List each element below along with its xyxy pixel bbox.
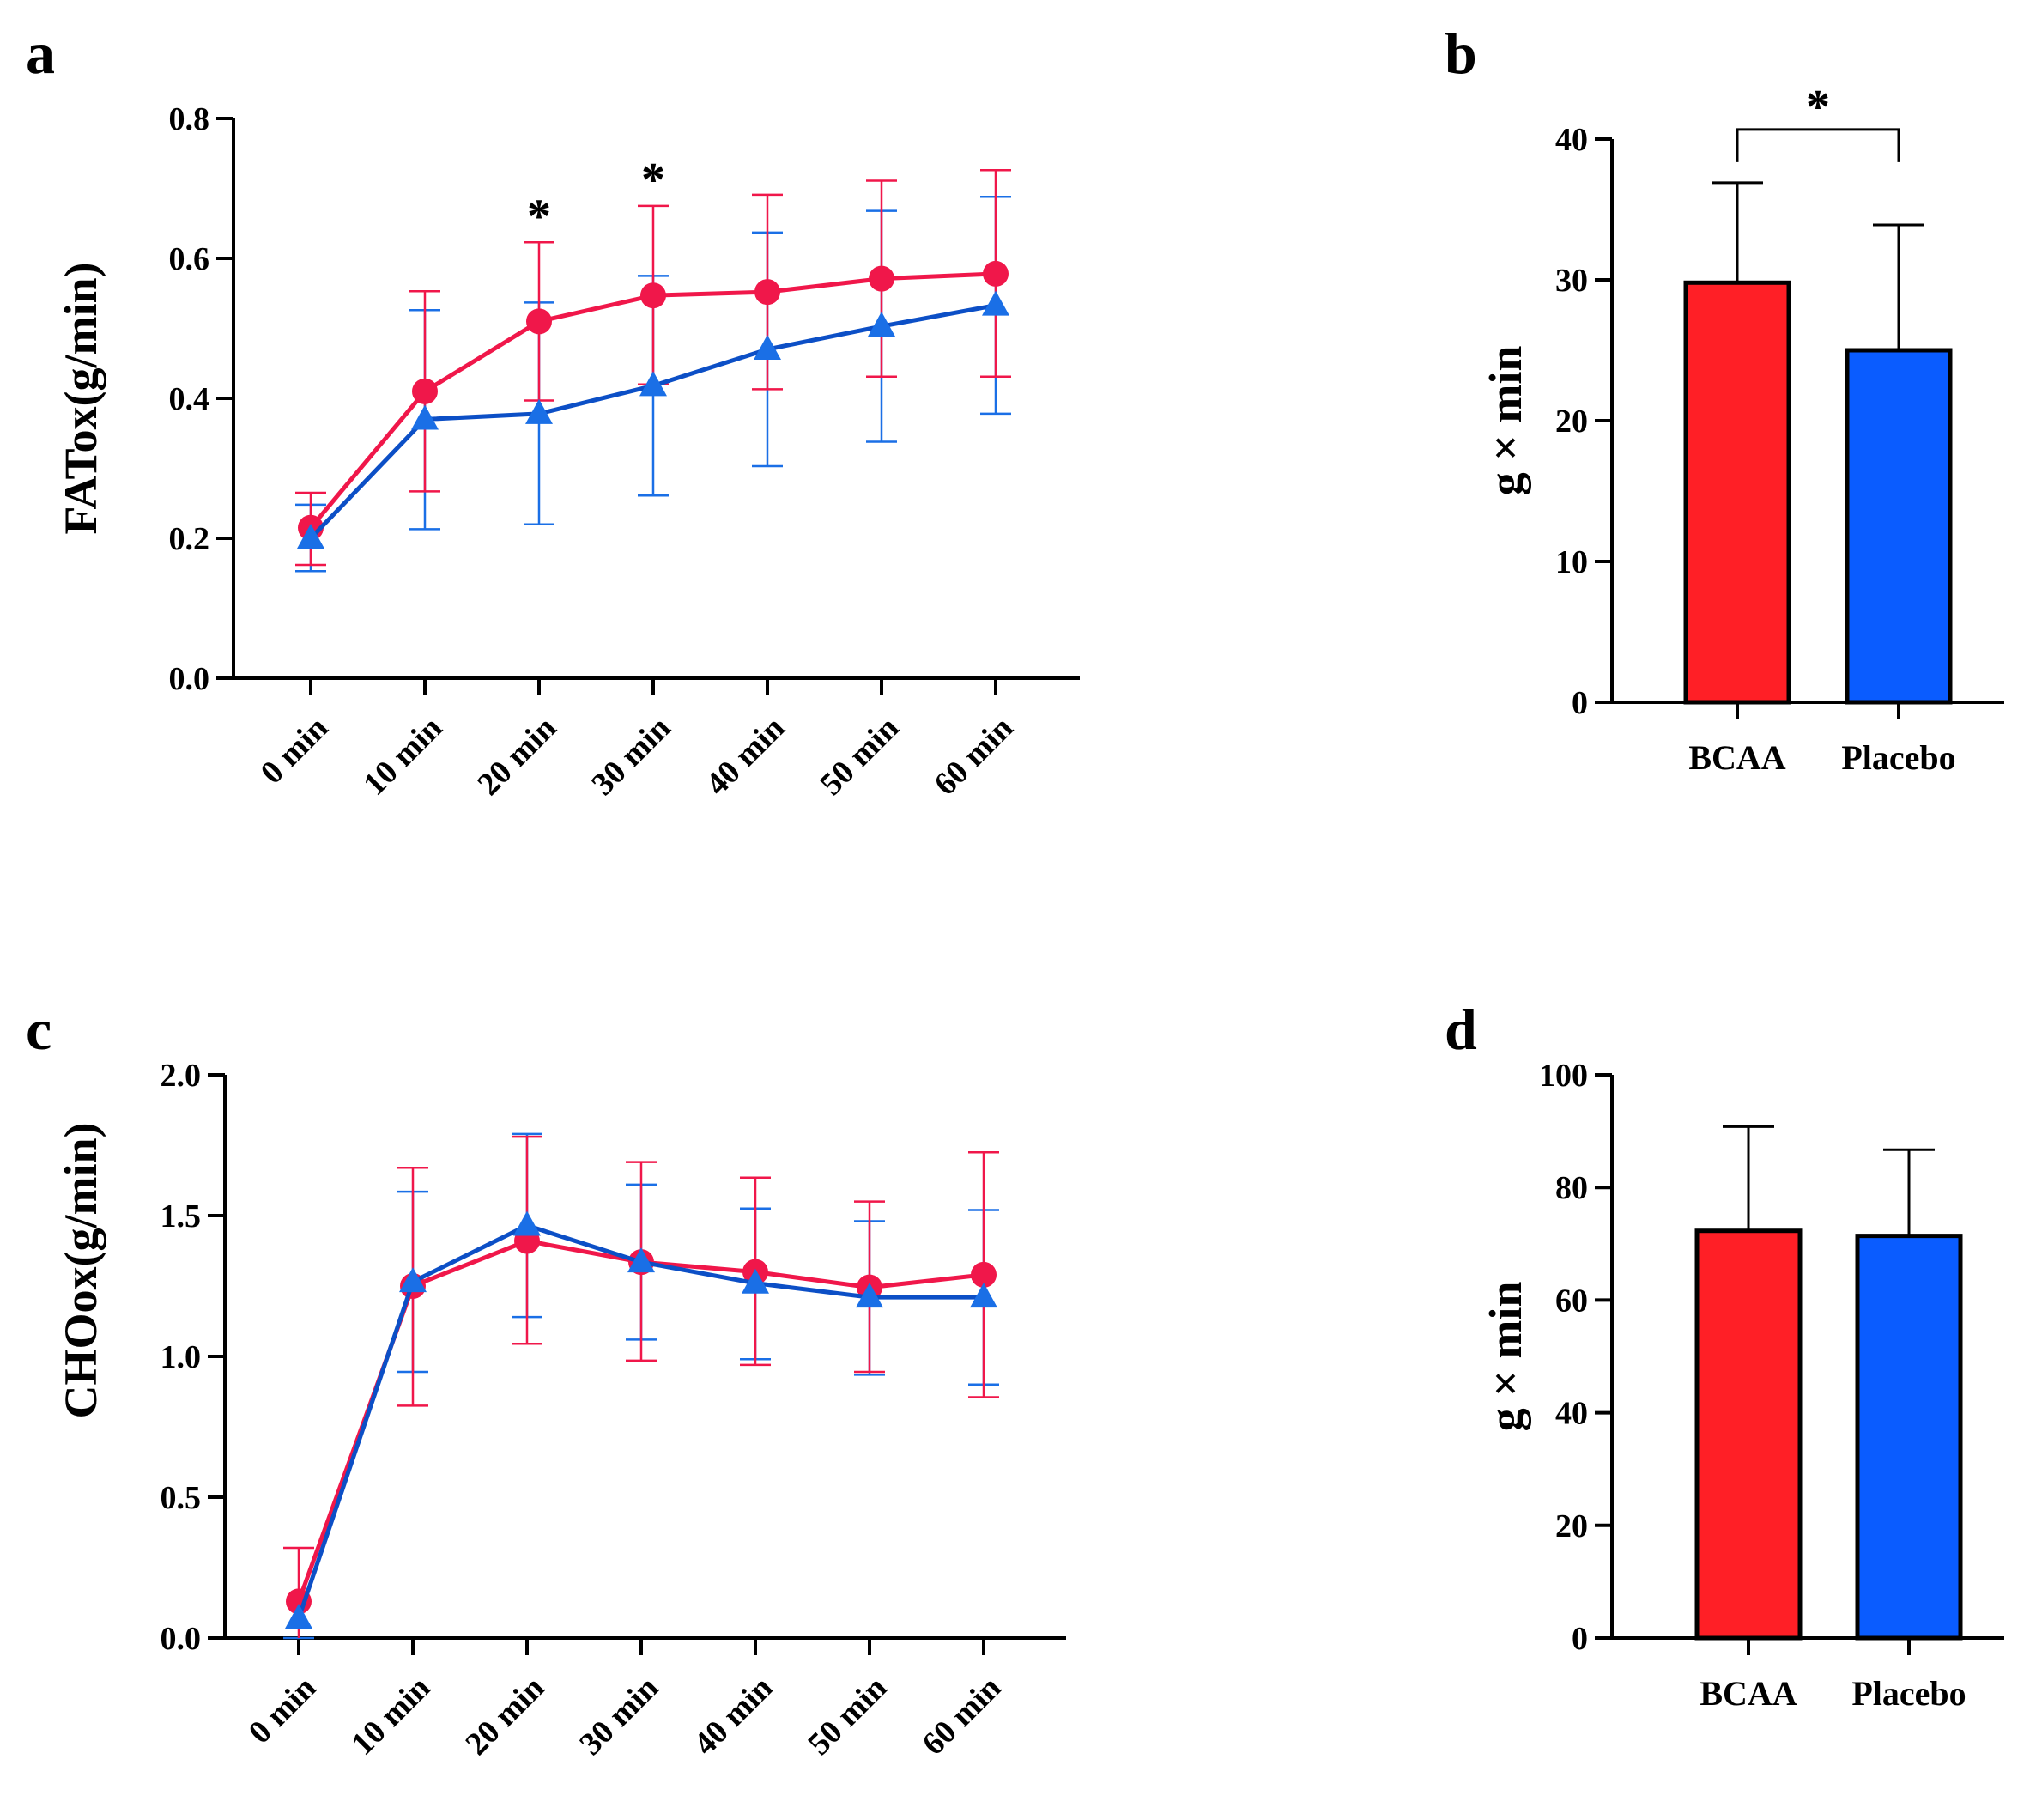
x-tick-label: 50 min [801,1670,894,1762]
data-point-bcaa [869,265,894,292]
panel-letter-d: d [1445,997,1477,1062]
x-category-label: BCAA [1688,738,1785,777]
data-point-placebo [856,1283,883,1308]
x-tick-label: 20 min [458,1670,551,1762]
y-tick-label: 0.0 [161,1621,202,1657]
y-tick-label: 0 [1572,1621,1588,1657]
significance-mark: * [527,190,551,243]
data-point-placebo [513,1210,541,1236]
data-point-placebo [411,404,439,430]
x-tick-label: 10 min [356,710,449,803]
data-point-placebo [982,290,1009,316]
y-tick-label: 0.6 [169,241,210,277]
y-axis-title: FATox(g/min) [55,262,106,534]
bar-placebo [1845,348,1953,705]
y-tick-label: 20 [1555,1508,1588,1544]
y-tick-label: 10 [1555,544,1588,580]
y-tick-label: 0 [1572,685,1588,721]
data-point-bcaa [983,260,1009,287]
cho-oxidation-line-chart: 0.0 0.5 1.0 1.5 2.0 CHOox(g/min) 0 min 10 min 20… [55,1058,1066,1762]
data-point-bcaa [412,378,438,404]
x-tick-label: 60 min [915,1670,1008,1762]
panel-letter-a: a [26,21,55,86]
y-axis-title: g × min [1480,1282,1531,1432]
y-tick-label: 20 [1555,403,1588,440]
bar-placebo [1855,1234,1963,1641]
y-tick-label: 0.0 [169,661,210,697]
y-tick-label: 0.2 [169,521,210,557]
data-point-bcaa [526,308,552,335]
fat-oxidation-auc-bar-chart: 0 10 20 30 40 g × min BCAA Placebo * [1480,81,2004,777]
data-point-placebo [970,1283,997,1308]
data-point-placebo [627,1247,655,1273]
y-tick-label: 40 [1555,1396,1588,1432]
data-point-placebo [399,1267,427,1293]
x-category-label: Placebo [1851,1674,1966,1713]
y-tick-label: 1.0 [161,1339,202,1375]
data-point-bcaa [971,1261,997,1288]
y-tick-label: 80 [1555,1170,1588,1206]
y-axis-title: CHOox(g/min) [55,1123,106,1419]
panel-letter-c: c [26,997,52,1062]
x-tick-label: 50 min [813,710,906,803]
data-point-placebo [742,1268,769,1294]
x-tick-label: 10 min [344,1670,437,1762]
y-tick-label: 40 [1555,122,1588,158]
data-point-placebo [639,371,667,397]
data-point-bcaa [754,279,780,306]
data-point-placebo [285,1604,312,1629]
y-axis-title: g × min [1480,346,1531,496]
data-point-placebo [297,524,324,549]
x-tick-label: 0 min [254,710,336,792]
y-tick-label: 1.5 [161,1198,202,1235]
y-tick-label: 100 [1539,1058,1588,1094]
data-point-placebo [754,334,781,360]
y-tick-label: 0.5 [161,1480,202,1516]
significance-mark: * [641,154,665,207]
x-category-label: Placebo [1841,738,1955,777]
x-category-label: BCAA [1700,1674,1797,1713]
x-tick-label: 40 min [699,710,791,803]
x-tick-label: 0 min [242,1670,324,1751]
panel-letter-b: b [1445,21,1477,86]
y-tick-label: 0.8 [169,101,210,137]
data-point-placebo [525,398,553,424]
x-tick-label: 30 min [585,710,677,803]
y-tick-label: 30 [1555,263,1588,299]
x-tick-label: 20 min [470,710,563,803]
cho-oxidation-auc-bar-chart: 0 20 40 60 80 100 g × min BCAA Placebo [1480,1058,2004,1713]
y-tick-label: 0.4 [169,381,210,417]
x-tick-label: 40 min [687,1670,779,1762]
x-tick-label: 30 min [573,1670,665,1762]
significance-mark: * [1806,81,1830,134]
bar-bcaa [1694,1228,1803,1641]
fat-oxidation-line-chart: 0.0 0.2 0.4 0.6 0.8 FATox(g/min) 0 min 10 min 20… [55,101,1080,803]
data-point-placebo [868,312,895,337]
significance-bracket [1736,128,1900,162]
data-point-bcaa [640,282,666,309]
x-tick-label: 60 min [927,710,1020,803]
y-tick-label: 60 [1555,1283,1588,1319]
bar-bcaa [1683,280,1791,705]
y-tick-label: 2.0 [161,1058,202,1094]
